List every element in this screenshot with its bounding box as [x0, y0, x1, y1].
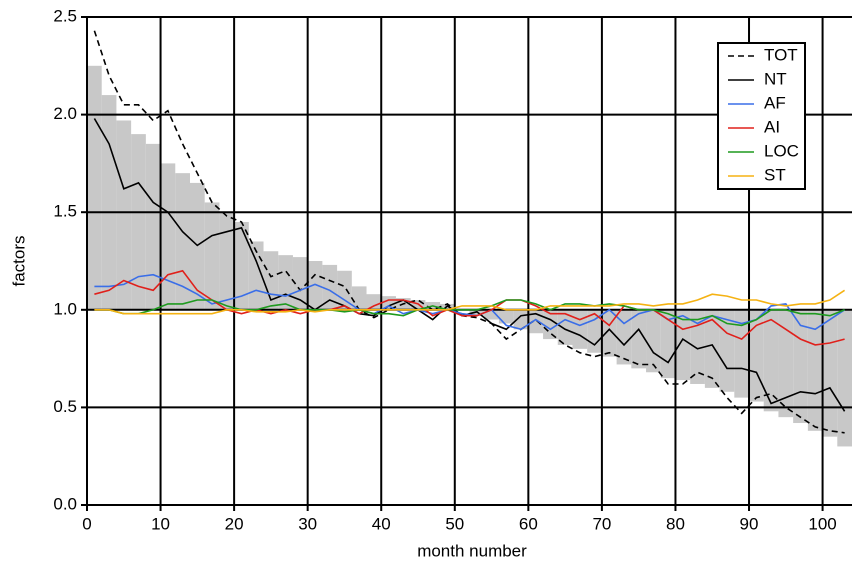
- series-line: [94, 289, 846, 315]
- x-tick-label: 50: [445, 514, 464, 533]
- bar: [572, 309, 588, 349]
- bar: [87, 65, 102, 310]
- bar: [278, 255, 293, 310]
- y-tick-label: 1.5: [53, 202, 77, 221]
- bar: [498, 309, 514, 324]
- bar: [263, 251, 279, 310]
- x-tick-label: 60: [519, 514, 538, 533]
- x-tick-label: 40: [372, 514, 391, 533]
- x-tick-label: 30: [298, 514, 317, 533]
- bar: [366, 294, 382, 310]
- y-axis-label: factors: [9, 235, 28, 286]
- series-line: [94, 273, 846, 331]
- bar: [116, 120, 132, 310]
- y-tick-label: 0.5: [53, 397, 77, 416]
- legend-label: LOC: [764, 141, 799, 160]
- bar: [204, 202, 220, 310]
- x-tick-label: 80: [666, 514, 685, 533]
- bar: [690, 309, 705, 384]
- bar: [646, 309, 661, 373]
- y-tick-label: 1.0: [53, 299, 77, 318]
- bar: [631, 309, 647, 369]
- bar: [337, 270, 352, 310]
- series-line: [93, 30, 845, 434]
- legend: TOT NT AF AI LOC ST: [717, 42, 806, 190]
- bar: [484, 309, 499, 320]
- bar: [601, 309, 617, 357]
- bar: [822, 309, 838, 437]
- bar: [704, 309, 720, 388]
- bar: [101, 95, 117, 310]
- bar: [145, 143, 161, 310]
- series-line: [93, 118, 846, 412]
- bar: [763, 309, 779, 412]
- bar: [793, 309, 808, 424]
- bar: [807, 309, 823, 431]
- series-line: [94, 299, 845, 327]
- legend-label: TOT: [764, 45, 798, 64]
- x-tick-label: 70: [592, 514, 611, 533]
- legend-label: NT: [764, 69, 787, 88]
- legend-label: ST: [764, 165, 786, 184]
- bar: [322, 264, 338, 310]
- y-tick-label: 2.0: [53, 104, 77, 123]
- bar: [719, 309, 735, 392]
- x-tick-label: 10: [151, 514, 170, 533]
- series-line: [94, 269, 845, 346]
- bar: [660, 309, 676, 379]
- bar: [543, 309, 558, 340]
- bar: [837, 309, 852, 447]
- bar: [734, 309, 750, 398]
- x-tick-label: 20: [225, 514, 244, 533]
- y-tick-label: 0.0: [53, 494, 77, 513]
- bar: [131, 134, 146, 310]
- bar: [557, 309, 573, 345]
- bar: [292, 257, 308, 310]
- bar: [778, 309, 794, 418]
- y-tick-label: 2.5: [53, 6, 77, 25]
- bar: [616, 309, 632, 365]
- legend-label: AF: [764, 93, 786, 112]
- bar: [160, 163, 176, 310]
- legend-label: AI: [764, 117, 780, 136]
- bar: [189, 182, 205, 310]
- x-axis-label: month number: [417, 541, 527, 560]
- legend-box: [717, 42, 806, 190]
- bar: [351, 286, 367, 310]
- x-tick-label: 90: [740, 514, 759, 533]
- bar: [219, 212, 235, 310]
- bar: [234, 221, 249, 310]
- x-tick-label: 100: [808, 514, 836, 533]
- bar: [307, 261, 323, 310]
- x-tick-label: 0: [82, 514, 91, 533]
